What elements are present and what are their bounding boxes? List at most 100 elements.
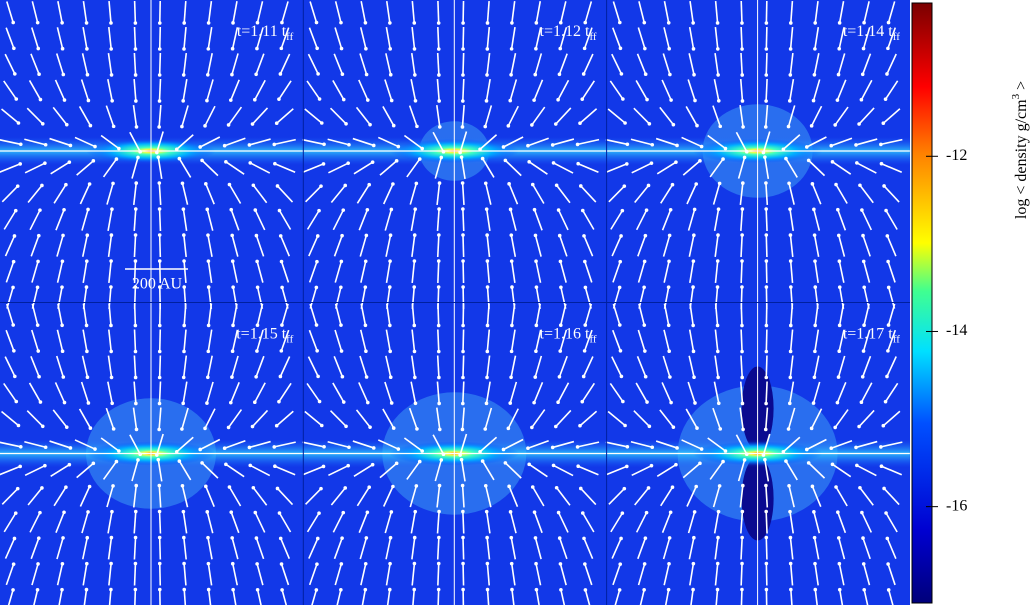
field-vector: [663, 27, 670, 49]
vector-head: [554, 183, 559, 188]
field-vector: [656, 464, 677, 477]
vector-head: [67, 462, 72, 467]
field-vector: [534, 53, 543, 75]
field-vector: [511, 0, 516, 24]
field-vector: [134, 589, 137, 605]
vector-head: [231, 285, 235, 289]
vector-head: [740, 99, 745, 103]
vector-head: [230, 46, 235, 51]
field-vector: [765, 355, 768, 378]
vector-head: [461, 233, 465, 237]
vector-head: [532, 510, 537, 514]
vector-head: [347, 445, 351, 450]
field-vector: [133, 78, 137, 102]
field-vector: [660, 486, 674, 507]
field-vector: [377, 136, 399, 148]
field-vector: [6, 1, 14, 23]
field-vector: [662, 537, 671, 560]
field-vector: [577, 441, 600, 448]
field-vector: [30, 235, 40, 257]
vector-head: [253, 97, 257, 102]
vector-head: [788, 73, 793, 77]
vector-head: [35, 587, 40, 592]
vector-head: [206, 47, 211, 51]
field-vector: [740, 26, 743, 50]
field-vector: [108, 26, 112, 50]
field-vector: [230, 79, 240, 101]
vector-head: [67, 160, 72, 164]
vector-head: [764, 181, 768, 185]
vector-head: [388, 233, 393, 238]
field-vector: [814, 27, 820, 49]
vector-head: [550, 445, 555, 450]
field-vector: [582, 356, 594, 377]
vector-head: [388, 72, 393, 77]
vector-head: [371, 446, 376, 450]
vector-head: [341, 400, 346, 404]
vector-head: [809, 124, 814, 128]
vector-head: [85, 375, 90, 380]
field-vector: [709, 461, 724, 480]
vector-head: [254, 536, 259, 540]
vector-head: [583, 285, 588, 290]
field-vector: [510, 355, 517, 378]
field-vector: [255, 53, 265, 75]
vector-head: [412, 561, 417, 566]
field-vector: [410, 511, 417, 534]
vector-head: [789, 587, 793, 592]
vector-head: [508, 98, 513, 103]
vector-head: [693, 98, 697, 103]
vector-head: [485, 259, 490, 263]
field-vector: [206, 511, 214, 534]
field-vector: [510, 563, 516, 586]
vector-head: [836, 536, 841, 540]
field-vector: [7, 589, 14, 605]
vector-head: [740, 401, 745, 406]
vector-head: [415, 427, 419, 431]
vector-head: [255, 323, 260, 328]
vector-head: [339, 46, 344, 51]
field-vector: [410, 209, 417, 231]
vector-head: [642, 285, 646, 290]
vector-head: [272, 142, 277, 147]
vector-head: [835, 400, 840, 405]
vector-head: [647, 122, 652, 126]
time-label: t=1.14 tff: [843, 23, 900, 43]
field-vector: [713, 511, 720, 534]
field-vector: [4, 538, 16, 559]
vector-head: [317, 97, 322, 101]
vector-head: [13, 208, 18, 213]
field-vector: [535, 1, 542, 23]
vector-head: [643, 233, 648, 238]
field-vector: [887, 563, 896, 586]
field-vector: [280, 27, 290, 49]
field-vector: [278, 210, 292, 230]
vector-head: [91, 461, 96, 466]
field-vector: [740, 355, 744, 378]
vector-head: [857, 424, 861, 429]
vector-head: [35, 323, 40, 327]
field-vector: [82, 261, 88, 283]
vector-head: [674, 160, 678, 164]
vector-head: [341, 510, 346, 515]
field-vector: [309, 287, 318, 309]
field-vector: [132, 407, 138, 430]
vector-head: [503, 461, 508, 465]
field-vector: [27, 184, 43, 204]
vector-head: [227, 485, 232, 489]
vector-head: [691, 587, 695, 592]
vector-head: [837, 21, 842, 25]
vector-head: [229, 207, 234, 212]
vector-head: [811, 98, 816, 103]
vector-head: [855, 463, 859, 468]
field-vector: [884, 80, 899, 100]
field-vector: [765, 234, 768, 258]
field-vector: [255, 537, 265, 560]
vector-head: [530, 182, 535, 187]
vector-head: [576, 464, 580, 469]
vector-head: [692, 233, 696, 238]
vector-head: [764, 47, 769, 51]
vector-head: [781, 147, 786, 152]
vector-head: [86, 207, 90, 212]
vector-head: [436, 21, 441, 25]
